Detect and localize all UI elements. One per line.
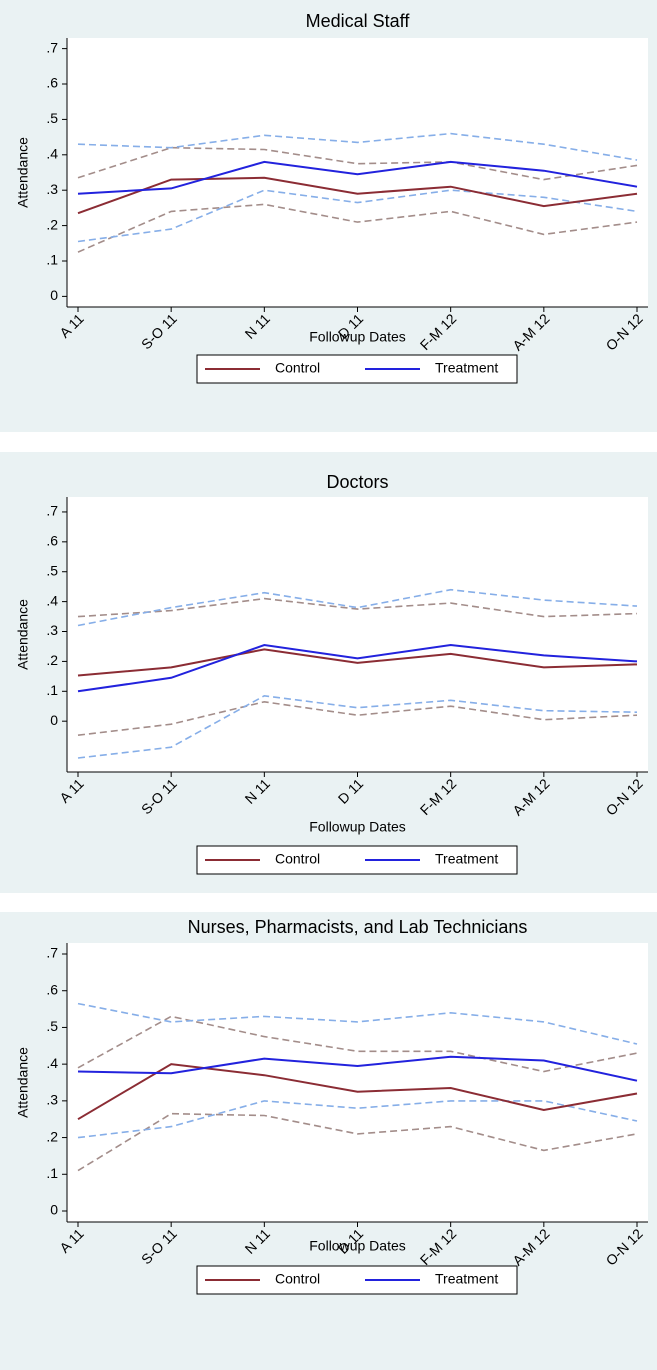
series-line: [77, 1063, 638, 1121]
y-tick-label: .6: [46, 981, 58, 997]
y-tick-label: .5: [46, 110, 58, 126]
plot-area: [67, 38, 648, 307]
y-tick-label: .4: [46, 146, 58, 162]
series-line: [77, 1055, 638, 1082]
ci-upper-line: [77, 146, 638, 181]
y-tick-label: 0: [50, 287, 58, 303]
ci-lower-line: [77, 700, 638, 736]
y-tick-label: .6: [46, 75, 58, 91]
chart-title: Medical Staff: [306, 11, 411, 31]
y-tick-label: .2: [46, 216, 58, 232]
y-tick-label: .2: [46, 652, 58, 668]
y-tick-label: .3: [46, 181, 58, 197]
ci-lower-line: [77, 1100, 638, 1139]
y-tick-label: .4: [46, 1055, 58, 1071]
ci-upper-line: [77, 588, 638, 627]
legend-label: Treatment: [435, 1271, 498, 1287]
plot-area: [67, 497, 648, 772]
chart-title: Nurses, Pharmacists, and Lab Technicians: [188, 917, 528, 937]
legend-label: Control: [275, 360, 320, 376]
ci-lower-line: [77, 203, 638, 253]
ci-lower-line: [77, 694, 638, 759]
series-line: [77, 176, 638, 215]
y-tick-label: .1: [46, 682, 58, 698]
chart-title: Doctors: [326, 472, 388, 492]
ci-upper-line: [77, 597, 638, 618]
legend-label: Control: [275, 851, 320, 867]
y-tick-label: .5: [46, 562, 58, 578]
series-line: [77, 160, 638, 195]
y-tick-label: .3: [46, 622, 58, 638]
y-tick-label: .5: [46, 1018, 58, 1034]
y-tick-label: .7: [46, 503, 58, 519]
y-tick-label: .7: [46, 945, 58, 961]
y-tick-label: .2: [46, 1128, 58, 1144]
y-tick-label: 0: [50, 712, 58, 728]
ci-lower-line: [77, 1112, 638, 1172]
x-axis-label: Followup Dates: [309, 1238, 406, 1254]
legend-label: Treatment: [435, 360, 498, 376]
ci-upper-line: [77, 1002, 638, 1045]
plot-area: [67, 943, 648, 1222]
legend-label: Treatment: [435, 851, 498, 867]
legend-label: Control: [275, 1271, 320, 1287]
series-line: [77, 643, 638, 693]
series-line: [77, 648, 638, 677]
y-tick-label: .3: [46, 1092, 58, 1108]
y-tick-label: .4: [46, 592, 58, 608]
ci-upper-line: [77, 132, 638, 161]
y-axis-label: Attendance: [15, 599, 31, 670]
y-axis-label: Attendance: [15, 1047, 31, 1118]
ci-lower-line: [77, 189, 638, 243]
y-tick-label: .1: [46, 252, 58, 268]
y-tick-label: .1: [46, 1165, 58, 1181]
y-tick-label: 0: [50, 1202, 58, 1218]
y-tick-label: .7: [46, 39, 58, 55]
ci-upper-line: [77, 1015, 638, 1073]
x-axis-label: Followup Dates: [309, 819, 406, 835]
y-axis-label: Attendance: [15, 137, 31, 208]
x-axis-label: Followup Dates: [309, 329, 406, 345]
y-tick-label: .6: [46, 533, 58, 549]
